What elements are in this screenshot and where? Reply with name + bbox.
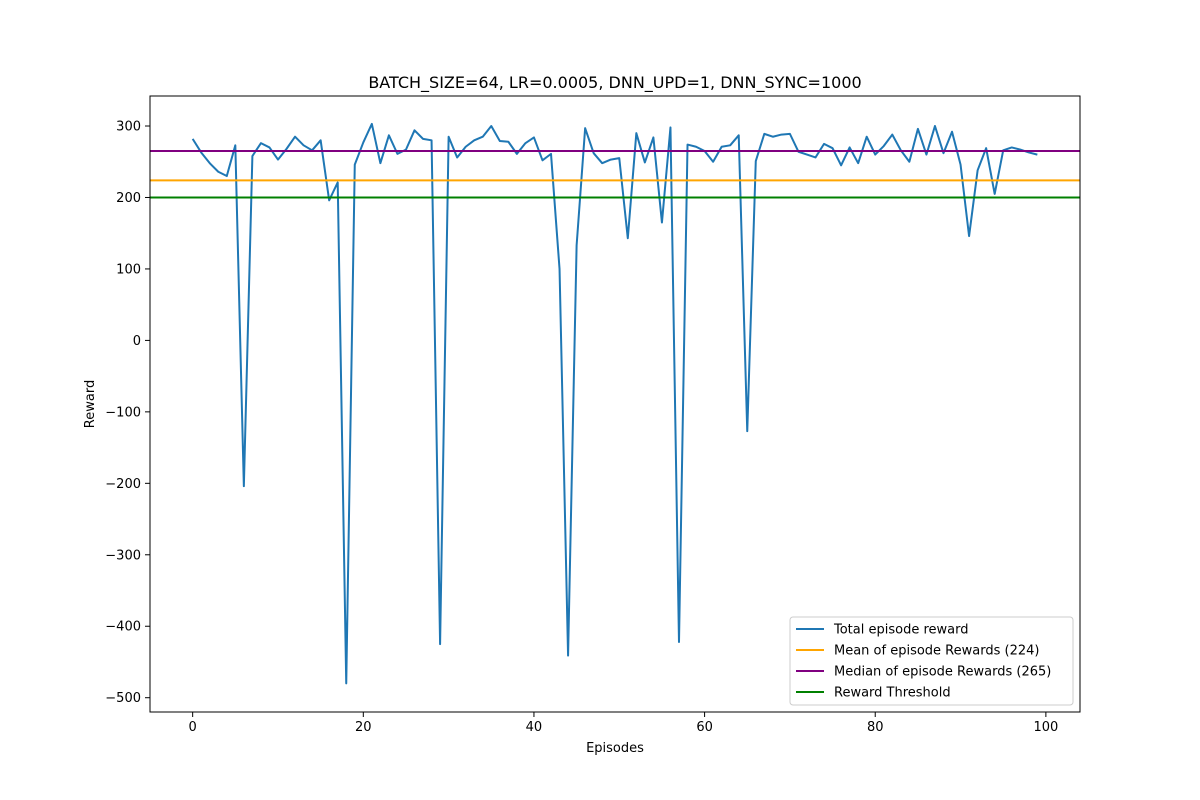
legend: Total episode reward Mean of episode Rewa…: [789, 616, 1074, 706]
x-tick-label: 40: [526, 720, 543, 735]
series-line-total-episode-reward: [191, 122, 1038, 685]
x-axis-ticks: 0 20 40 60 80 100: [189, 712, 1058, 735]
legend-label: Median of episode Rewards (265): [834, 665, 1051, 680]
x-tick-label: 60: [696, 720, 713, 735]
x-axis-label: Episodes: [586, 741, 644, 756]
legend-label: Total episode reward: [833, 623, 969, 638]
y-tick-label: −200: [105, 477, 141, 492]
chart-title: BATCH_SIZE=64, LR=0.0005, DNN_UPD=1, DNN…: [368, 73, 861, 93]
legend-label: Mean of episode Rewards (224): [834, 644, 1039, 659]
y-tick-label: 0: [133, 334, 141, 349]
y-axis-ticks: −500 −400 −300 −200 −100 0 100 200 300: [105, 120, 150, 706]
y-axis-label: Reward: [83, 380, 98, 428]
y-tick-label: −100: [105, 405, 141, 420]
y-tick-label: −300: [105, 548, 141, 563]
y-tick-label: −400: [105, 620, 141, 635]
y-tick-label: 300: [116, 120, 141, 135]
x-tick-label: 100: [1033, 720, 1058, 735]
legend-label: Reward Threshold: [834, 686, 951, 701]
y-tick-label: −500: [105, 691, 141, 706]
x-tick-label: 0: [189, 720, 197, 735]
x-tick-label: 80: [867, 720, 884, 735]
y-tick-label: 100: [116, 262, 141, 277]
y-tick-label: 200: [116, 191, 141, 206]
plot-frame: [149, 95, 1081, 713]
x-tick-label: 20: [355, 720, 372, 735]
legend-box: [789, 616, 1074, 706]
plot-lines: [150, 122, 1080, 685]
